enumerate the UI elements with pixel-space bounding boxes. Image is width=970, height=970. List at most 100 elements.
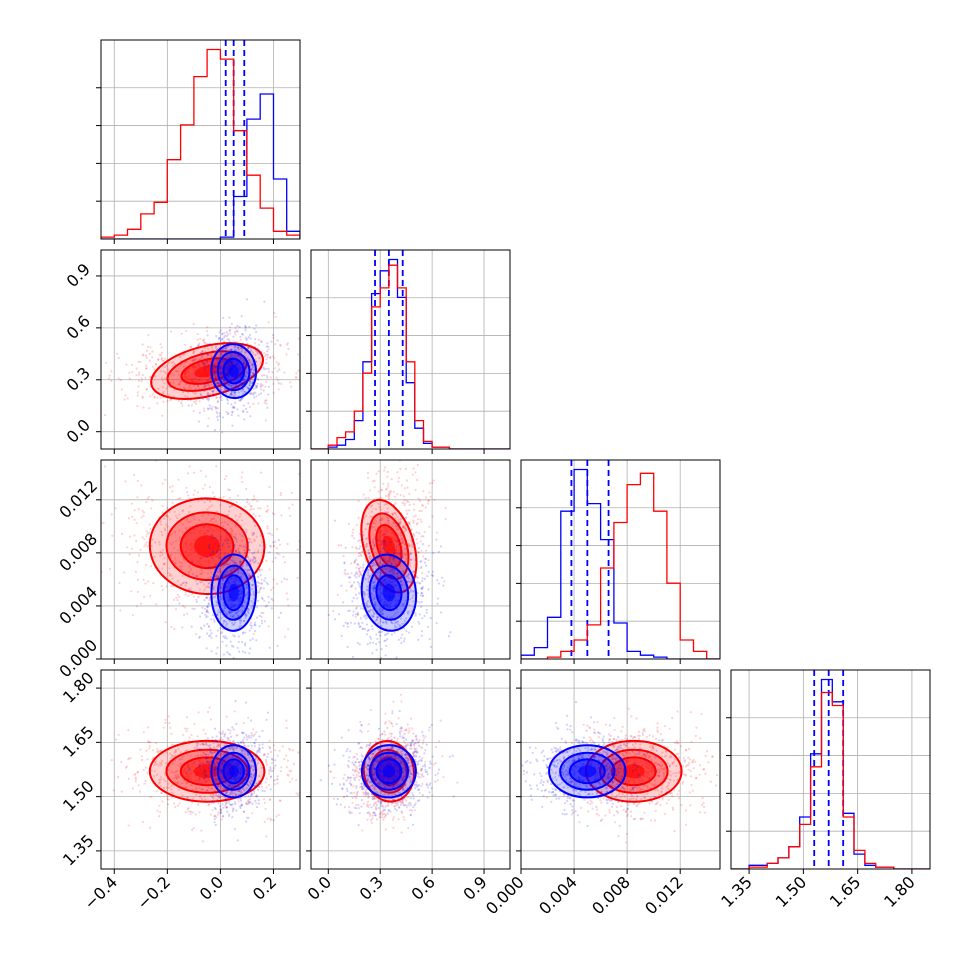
sample-point xyxy=(354,560,356,562)
sample-point xyxy=(226,651,228,653)
sample-point xyxy=(408,509,410,511)
sample-point xyxy=(161,352,163,354)
sample-point xyxy=(177,805,179,807)
sample-point xyxy=(217,811,219,813)
sample-point xyxy=(193,608,195,610)
sample-point xyxy=(195,813,197,815)
sample-point xyxy=(238,326,240,328)
sample-point xyxy=(332,610,334,612)
sample-point xyxy=(229,326,231,328)
sample-point xyxy=(263,580,265,582)
sample-point xyxy=(404,487,406,489)
sample-point xyxy=(263,600,265,602)
sample-point xyxy=(222,317,224,319)
sample-point xyxy=(427,588,429,590)
sample-point xyxy=(166,507,168,509)
sample-point xyxy=(397,523,399,525)
sample-point xyxy=(186,730,188,732)
sample-point xyxy=(420,588,422,590)
sample-point xyxy=(344,572,346,574)
sample-point xyxy=(207,425,209,427)
sample-point xyxy=(253,521,255,523)
sample-point xyxy=(277,775,279,777)
sample-point xyxy=(161,357,163,359)
histogram-1 xyxy=(521,473,720,659)
sample-point xyxy=(369,489,371,491)
sample-point xyxy=(242,411,244,413)
sample-point xyxy=(209,706,211,708)
sample-point xyxy=(208,602,210,604)
sample-point xyxy=(274,343,276,345)
sample-point xyxy=(218,337,220,339)
sample-point xyxy=(249,406,251,408)
sample-point xyxy=(265,781,267,783)
sample-point xyxy=(427,559,429,561)
sample-point xyxy=(249,509,251,511)
sample-point xyxy=(212,614,214,616)
sample-point xyxy=(271,371,273,373)
sample-point xyxy=(207,334,209,336)
sample-point xyxy=(203,383,205,385)
sample-point xyxy=(420,594,422,596)
sample-point xyxy=(361,538,363,540)
sample-point xyxy=(215,635,217,637)
sample-point xyxy=(286,344,288,346)
sample-point xyxy=(257,402,259,404)
sample-point xyxy=(185,487,187,489)
sample-point xyxy=(145,501,147,503)
sample-point xyxy=(277,339,279,341)
sample-point xyxy=(145,535,147,537)
sample-point xyxy=(382,547,384,549)
sample-point xyxy=(405,516,407,518)
sample-point xyxy=(136,561,138,563)
sample-point xyxy=(285,353,287,355)
sample-point xyxy=(218,794,220,796)
sample-point xyxy=(223,336,225,338)
y-tick-label: 0.004 xyxy=(55,582,101,628)
sample-point xyxy=(241,481,243,483)
sample-point xyxy=(385,511,387,513)
sample-point xyxy=(143,596,145,598)
sample-point xyxy=(246,498,248,500)
sample-point xyxy=(343,555,345,557)
sample-point xyxy=(400,637,402,639)
sample-point xyxy=(413,509,415,511)
sample-point xyxy=(366,633,368,635)
sample-point xyxy=(170,626,172,628)
sample-point xyxy=(400,642,402,644)
sample-point xyxy=(278,814,280,816)
sample-point xyxy=(267,368,269,370)
sample-point xyxy=(197,596,199,598)
sample-point xyxy=(215,824,217,826)
sample-point xyxy=(212,552,214,554)
y-tick-label: 0.6 xyxy=(63,311,94,342)
sample-point xyxy=(274,557,276,559)
sample-point xyxy=(135,777,137,779)
sample-point xyxy=(268,551,270,553)
sample-point xyxy=(261,367,263,369)
sample-point xyxy=(270,589,272,591)
sample-point xyxy=(271,598,273,600)
sample-point xyxy=(142,374,144,376)
sample-point xyxy=(141,759,143,761)
sample-point xyxy=(182,391,184,393)
sample-point xyxy=(289,770,291,772)
sample-point xyxy=(287,543,289,545)
sample-point xyxy=(395,549,397,551)
sample-point xyxy=(117,776,119,778)
sample-point xyxy=(248,541,250,543)
sample-point xyxy=(118,357,120,359)
sample-point xyxy=(160,792,162,794)
sample-point xyxy=(221,819,223,821)
sample-point xyxy=(435,539,437,541)
sample-point xyxy=(162,483,164,485)
sample-point xyxy=(166,798,168,800)
sample-point xyxy=(241,535,243,537)
sample-point xyxy=(353,537,355,539)
sample-point xyxy=(382,483,384,485)
sample-point xyxy=(268,486,270,488)
sample-point xyxy=(344,569,346,571)
sample-point xyxy=(408,632,410,634)
sample-point xyxy=(255,350,257,352)
sample-point xyxy=(193,723,195,725)
